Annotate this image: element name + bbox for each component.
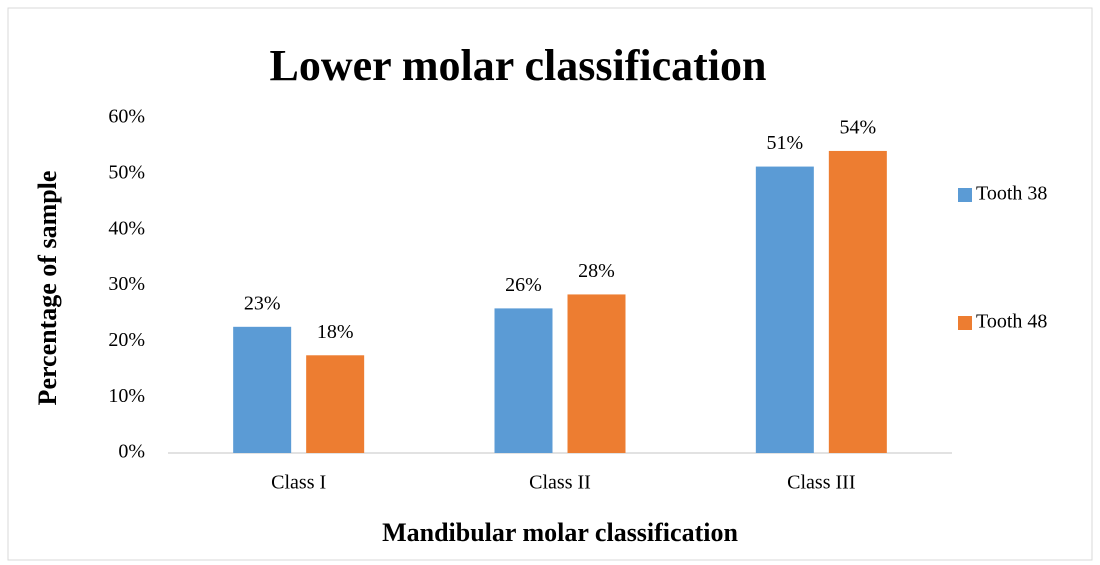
- y-tick-label: 60%: [108, 106, 145, 128]
- data-label: 23%: [244, 292, 281, 314]
- x-axis-label: Mandibular molar classification: [382, 518, 738, 547]
- y-tick-label: 30%: [108, 273, 145, 295]
- bar: [306, 355, 365, 453]
- y-tick-label: 50%: [108, 161, 145, 183]
- bar: [755, 166, 814, 453]
- y-tick-label: 40%: [108, 217, 145, 239]
- data-label: 54%: [839, 117, 876, 139]
- x-tick-label: Class I: [271, 472, 326, 494]
- bar: [494, 308, 553, 453]
- data-label: 51%: [766, 132, 803, 154]
- bar: [233, 326, 292, 453]
- y-tick-label: 10%: [108, 385, 145, 407]
- data-label: 28%: [578, 260, 615, 282]
- chart-border: [7, 7, 1093, 561]
- legend-swatch: [958, 316, 972, 330]
- chart-title: Lower molar classification: [270, 41, 767, 90]
- legend-label: Tooth 48: [976, 311, 1047, 333]
- bar: [828, 150, 887, 454]
- bar: [567, 294, 626, 453]
- y-tick-label: 0%: [118, 441, 145, 463]
- x-tick-label: Class II: [529, 472, 591, 494]
- y-tick-label: 20%: [108, 329, 145, 351]
- x-tick-label: Class III: [787, 472, 855, 494]
- legend-swatch: [958, 188, 972, 202]
- y-axis-label: Percentage of sample: [33, 171, 62, 406]
- data-label: 26%: [505, 274, 542, 296]
- legend-label: Tooth 38: [976, 183, 1047, 205]
- data-label: 18%: [317, 321, 354, 343]
